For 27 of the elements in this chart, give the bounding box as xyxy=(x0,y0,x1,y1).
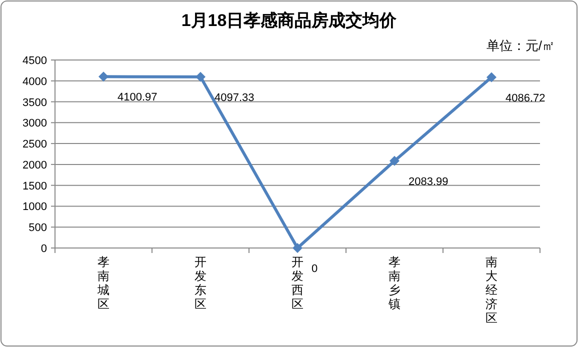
text: 单位：元/㎡ xyxy=(486,38,555,53)
y-tick-label: 1500 xyxy=(22,180,47,192)
y-tick-label: 3000 xyxy=(22,118,47,130)
y-tick-label: 4500 xyxy=(22,55,47,67)
chart-title: 1月18日孝感商品房成交均价 xyxy=(181,11,398,30)
data-label: 2083.99 xyxy=(408,176,448,188)
x-tick-label: 南大经济区 xyxy=(486,255,498,325)
y-tick-label: 500 xyxy=(28,222,47,234)
y-tick-label: 2000 xyxy=(22,159,47,172)
data-label: 4100.97 xyxy=(118,92,158,104)
point xyxy=(98,72,108,82)
data-label: 4097.33 xyxy=(214,92,254,104)
point xyxy=(390,156,400,166)
point xyxy=(196,72,206,82)
point xyxy=(486,72,496,82)
point xyxy=(292,243,302,253)
y-tick-label: 2500 xyxy=(22,138,47,151)
y-tick-label: 1000 xyxy=(22,201,47,214)
x-tick-label: 开发东区 xyxy=(194,255,206,311)
x-tick-label: 开发西区 xyxy=(292,255,304,311)
x-tick-label: 孝南城区 xyxy=(96,255,110,311)
x-tick-label: 孝南乡镇 xyxy=(388,255,400,311)
y-tick-label: 0 xyxy=(40,243,47,255)
y-tick-label: 3500 xyxy=(22,96,47,109)
data-label: 4086.72 xyxy=(506,92,546,104)
y-tick-label: 4000 xyxy=(22,76,47,88)
data-label: 0 xyxy=(312,263,318,275)
